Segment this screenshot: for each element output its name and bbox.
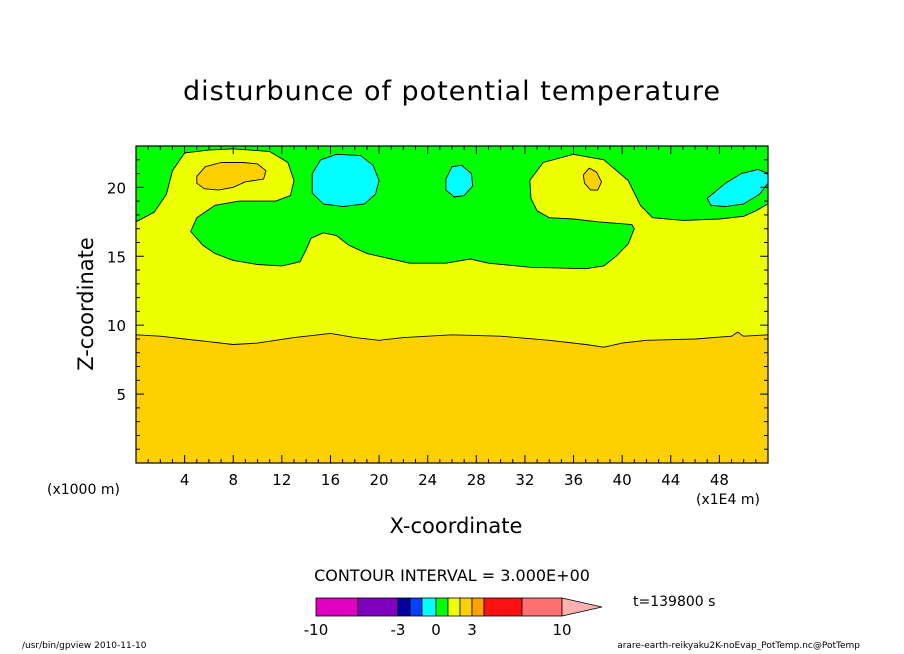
colorbar-segment [459,597,473,617]
x-axis-label: X-coordinate [389,514,523,538]
region-cold-blob-1 [311,153,380,208]
region-cold-blob-2 [445,164,474,198]
footer-right: arare-earth-reikyaku2K-noEvap_PotTemp.nc… [617,641,860,651]
x-tick-label: 12 [272,471,291,489]
colorbar-label: -10 [304,621,329,639]
colorbar-segment [397,597,411,617]
y-tick-label: 20 [107,179,126,197]
colorbar-segment [447,597,461,617]
y-axis-label: Z-coordinate [74,237,98,371]
region-warm-blob-left [196,162,267,191]
y-tick-label: 10 [107,317,126,335]
colorbar-label: -3 [391,621,406,639]
colorbar-segment [435,597,449,617]
y-tick-label: 15 [107,248,126,266]
x-tick-label: 28 [467,471,486,489]
colorbar: -10 -3 0 3 10 [304,597,603,639]
x-tick-label: 20 [370,471,389,489]
colorbar-segment [483,597,523,617]
footer-left: /usr/bin/gpview 2010-11-10 [22,641,147,651]
colorbar-segment [315,597,359,617]
colorbar-label: 3 [467,621,477,639]
y-tick-label: 5 [116,386,126,404]
colorbar-segment [409,597,423,617]
x-tick-label: 40 [613,471,632,489]
x-tick-label: 44 [661,471,680,489]
x-tick-label: 36 [564,471,583,489]
x-tick-label: 24 [418,471,437,489]
x-tick-label: 16 [321,471,340,489]
contour-regions [135,145,769,464]
x-tick-label: 8 [228,471,238,489]
time-label: t=139800 s [633,594,716,610]
x-unit-right-label: (x1E4 m) [696,492,760,508]
colorbar-arrow [561,597,603,617]
region-upper-green-layer [135,145,769,270]
contour-interval-label: CONTOUR INTERVAL = 3.000E+00 [314,566,590,585]
colorbar-segment [357,597,399,617]
x-tick-label: 4 [180,471,190,489]
colorbar-segment [471,597,485,617]
x-tick-label: 48 [710,471,729,489]
x-unit-left-label: (x1000 m) [47,482,120,498]
region-lower-warm-layer [135,331,769,464]
chart-title: disturbunce of potential temperature [183,76,721,107]
colorbar-segment [521,597,563,617]
colorbar-label: 10 [552,621,571,639]
region-warm-blob-right [582,167,602,191]
colorbar-segment [421,597,437,617]
colorbar-label: 0 [431,621,441,639]
x-tick-label: 32 [515,471,534,489]
